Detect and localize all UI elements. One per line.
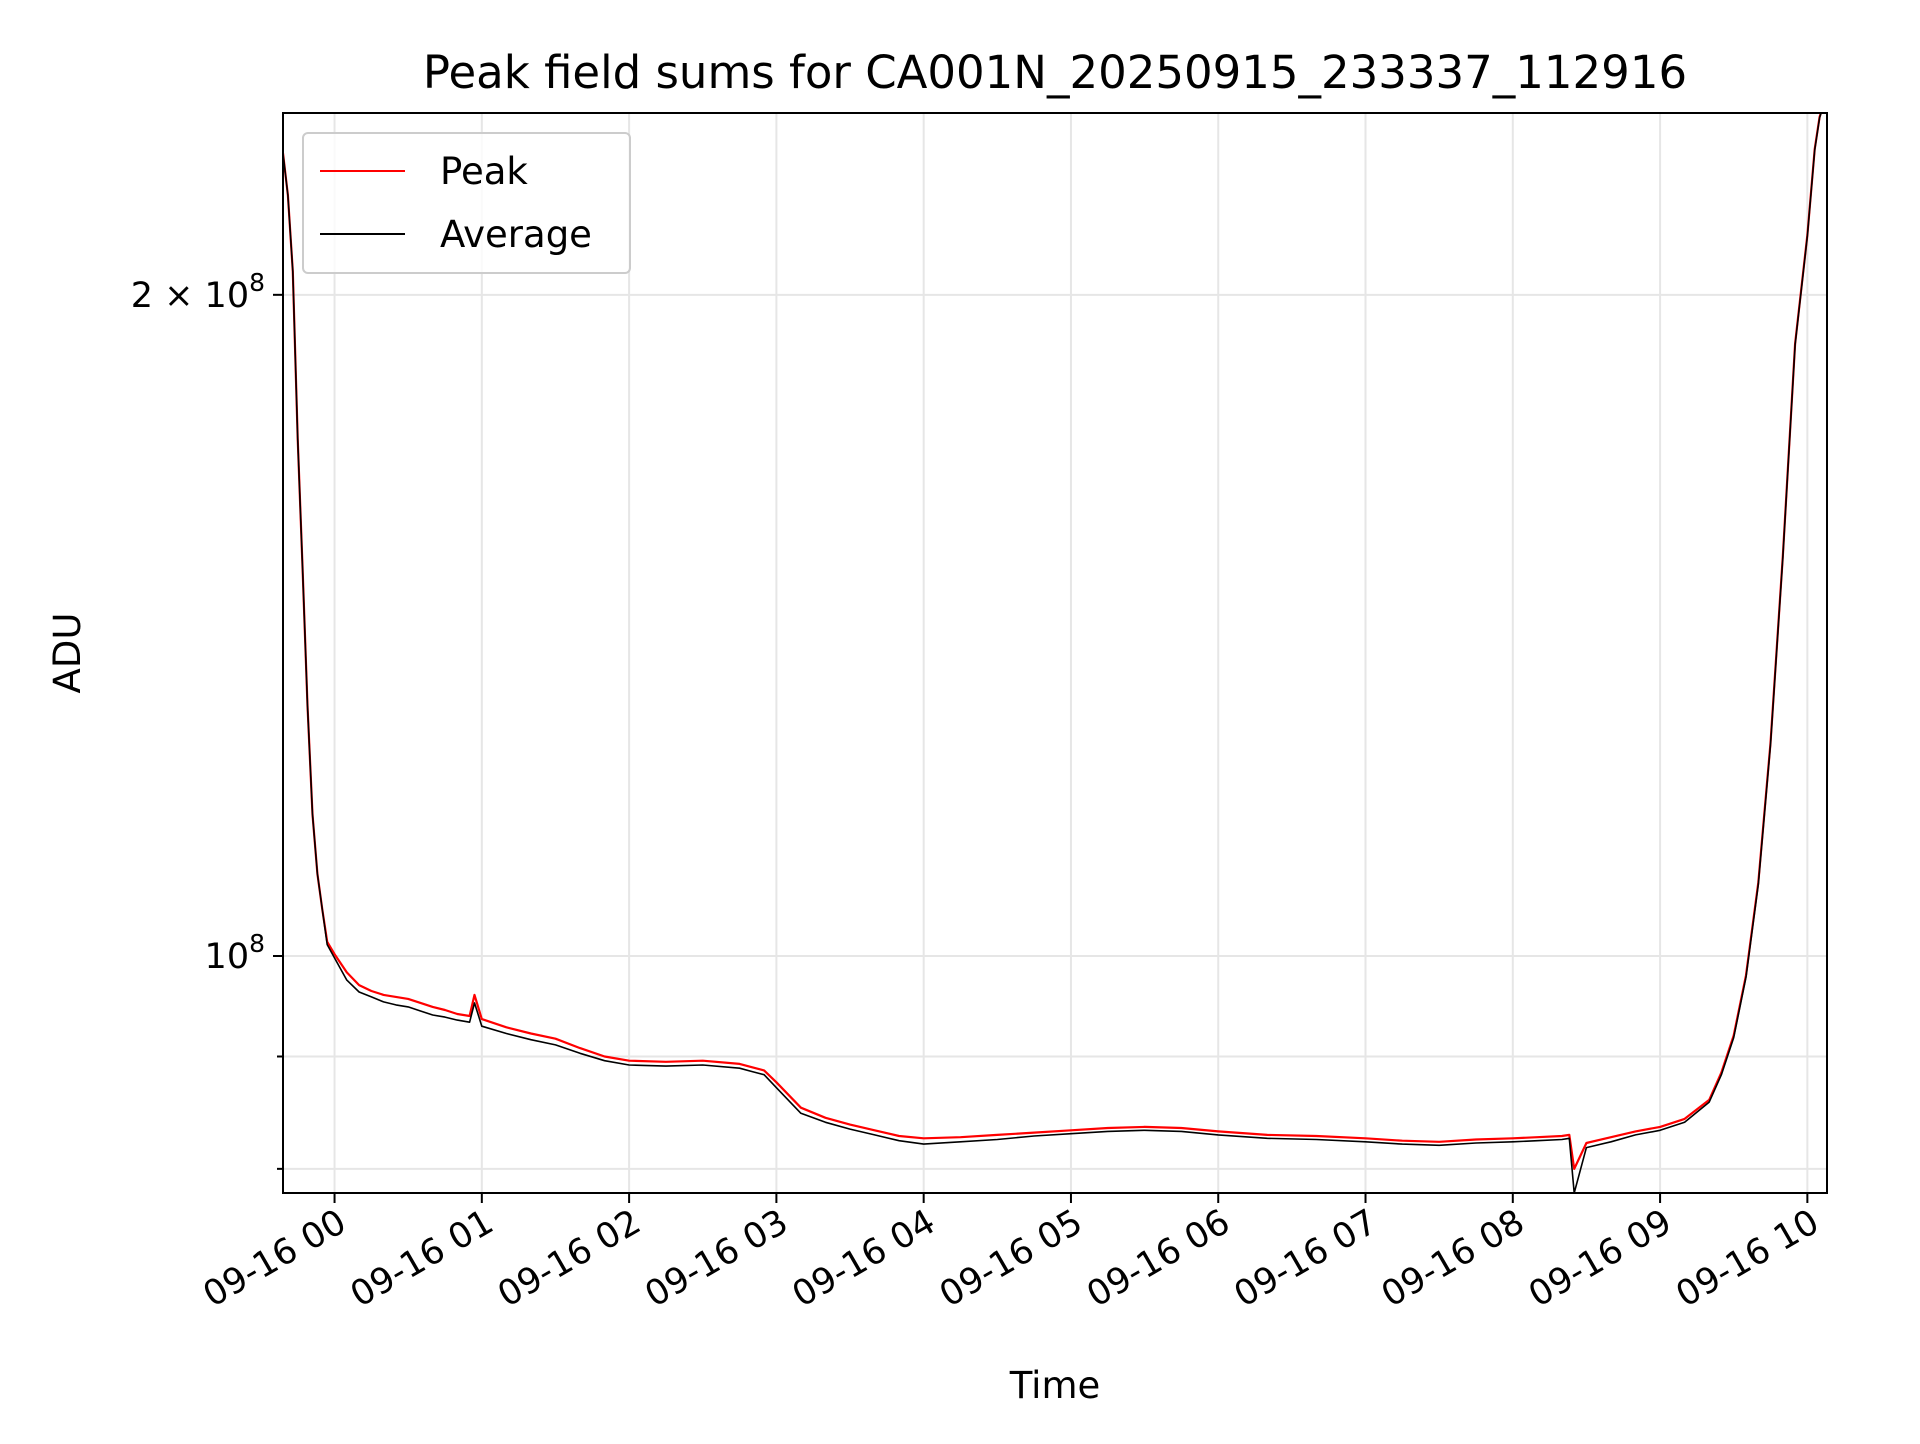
legend-box: [302, 132, 631, 274]
x-axis-title: Time: [1009, 1364, 1101, 1407]
y-tick-label: 108: [205, 929, 265, 977]
series-line-average: [283, 113, 1822, 1193]
series-layer: [283, 113, 1823, 1193]
chart-title: Peak field sums for CA001N_20250915_2333…: [423, 46, 1687, 99]
legend-label-average: Average: [440, 213, 592, 256]
legend: Peak Average: [302, 132, 631, 274]
y-axis-title: ADU: [46, 613, 89, 694]
series-line-peak: [283, 113, 1823, 1171]
legend-label-peak: Peak: [440, 150, 528, 193]
y-tick-label: 2 × 108: [131, 268, 265, 316]
y-axis: 108 2 × 108: [131, 268, 283, 1170]
grid-layer: [283, 113, 1827, 1193]
plot-frame: [282, 112, 1828, 1194]
